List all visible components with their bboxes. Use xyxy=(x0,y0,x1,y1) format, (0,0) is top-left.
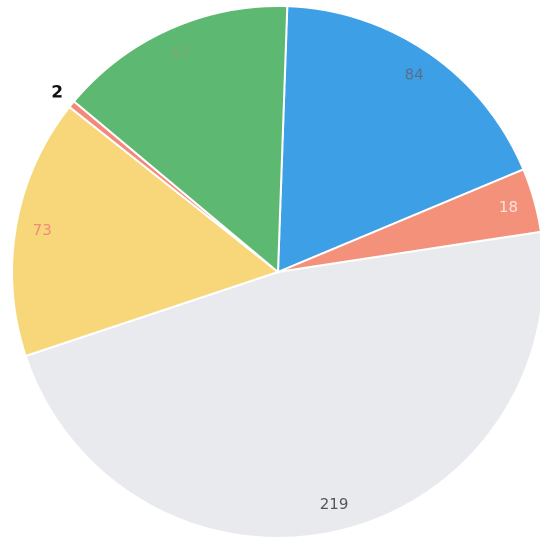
data-label: 18 xyxy=(499,198,518,216)
data-label: 73 xyxy=(33,221,52,239)
data-label: 2 xyxy=(51,82,63,102)
data-label: 84 xyxy=(405,66,424,84)
pie-slice xyxy=(276,5,525,274)
pie-slice xyxy=(277,168,540,273)
pie-slice xyxy=(11,105,281,358)
pie-slice xyxy=(24,230,540,539)
data-label: 219 xyxy=(320,495,349,513)
pie-slice xyxy=(72,5,289,275)
data-label: 67 xyxy=(171,44,190,62)
